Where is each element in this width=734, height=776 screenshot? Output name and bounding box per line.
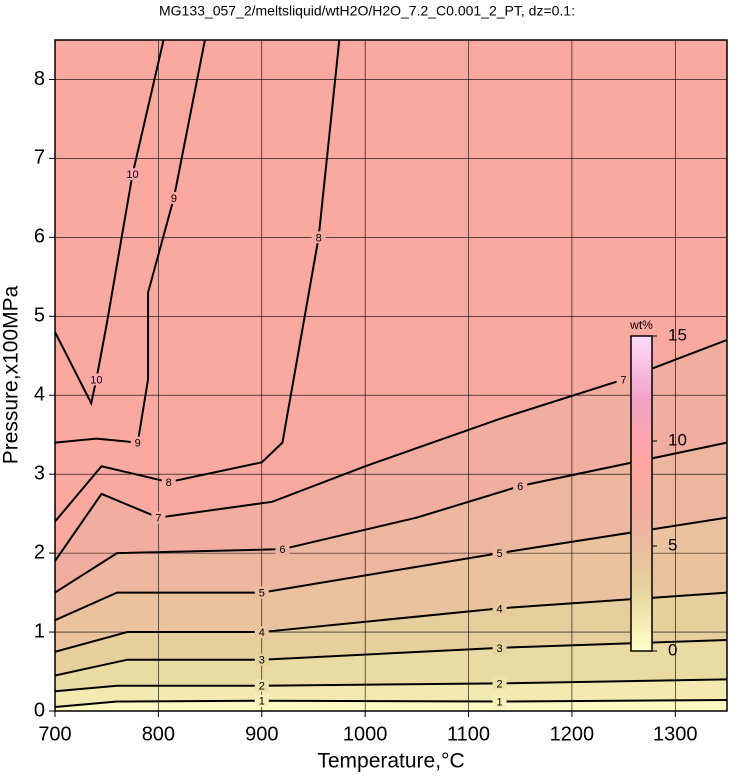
contour-label: 5	[496, 548, 502, 560]
contour-label-bg	[254, 653, 269, 666]
contour-label: 3	[259, 655, 265, 667]
contour-label: 6	[279, 544, 285, 556]
x-tick-label: 700	[38, 723, 71, 745]
plot-frame	[54, 39, 728, 712]
contour-label-bg	[492, 547, 507, 560]
colorbar-tick-label: 10	[668, 430, 687, 449]
contour-line	[55, 441, 727, 594]
contour-label-bg	[130, 436, 145, 449]
contour-label-bg	[513, 480, 528, 493]
contour-label: 5	[259, 587, 265, 599]
contour-label: 10	[90, 374, 102, 386]
contour-label-bg	[254, 694, 269, 707]
colorbar-tick-label: 0	[668, 640, 677, 659]
contour-label: 8	[316, 232, 322, 244]
y-tick-label: 0	[34, 699, 45, 721]
contour-label: 9	[171, 193, 177, 205]
y-tick-label: 4	[34, 384, 45, 406]
contour-line	[55, 339, 727, 562]
contour-label-bg	[616, 373, 631, 386]
contour-label-bg	[151, 511, 166, 524]
contour-label-bg	[275, 543, 290, 556]
contour-label: 8	[166, 477, 172, 489]
x-tick-label: 1200	[550, 723, 595, 745]
y-tick-label: 5	[34, 305, 45, 327]
contour-label: 10	[126, 169, 138, 181]
x-tick-label: 800	[142, 723, 175, 745]
contour-label-bg	[166, 191, 181, 204]
contour-fill	[55, 699, 727, 711]
contour-label: 1	[496, 696, 502, 708]
contour-label-bg	[311, 231, 326, 244]
y-tick-label: 2	[34, 541, 45, 563]
contour-label: 4	[259, 627, 265, 639]
contour-label: 4	[496, 603, 502, 615]
contour-label-bg	[254, 586, 269, 599]
x-axis-label: Temperature,°C	[317, 750, 464, 773]
x-tick-label: 1300	[653, 723, 698, 745]
x-tick-label: 1000	[343, 723, 388, 745]
plot-area: 1 1 2 2 3 3 4 4 5 5 6 6 7 7 8 8 9 9 10 10	[55, 40, 727, 711]
contour-label: 7	[155, 513, 161, 525]
colorbar	[630, 335, 653, 652]
contour-label-bg	[254, 626, 269, 639]
contour-label-bg	[492, 602, 507, 615]
y-tick-label: 1	[34, 620, 45, 642]
contour-label-bg	[254, 679, 269, 692]
contour-label-bg	[125, 168, 140, 181]
x-tick-label: 1100	[447, 723, 490, 745]
contour-label: 3	[496, 643, 502, 655]
contour-label: 1	[259, 696, 265, 708]
colorbar-label: wt%	[629, 318, 653, 332]
contour-label: 6	[517, 481, 523, 493]
contour-label-bg	[492, 677, 507, 690]
contour-label-bg	[492, 695, 507, 708]
y-tick-label: 6	[34, 226, 45, 248]
y-tick-label: 8	[34, 68, 45, 90]
contour-label: 2	[496, 678, 502, 690]
y-tick-label: 7	[34, 147, 45, 169]
contour-label-bg	[492, 641, 507, 654]
contour-label: 2	[259, 681, 265, 693]
colorbar-tick-label: 5	[668, 535, 677, 554]
colorbar-tick-label: 15	[668, 325, 687, 344]
contour-label-bg	[161, 476, 176, 489]
x-tick-label: 900	[245, 723, 278, 745]
chart-title: MG133_057_2/meltsliquid/wtH2O/H2O_7.2_C0…	[159, 3, 575, 19]
y-axis-label: Pressure,x100MPa	[0, 285, 23, 464]
contour-line	[55, 40, 165, 407]
contour-label-bg	[89, 373, 104, 386]
y-tick-label: 3	[34, 462, 45, 484]
contour-label: 9	[135, 438, 141, 450]
contour-label: 7	[621, 374, 627, 386]
